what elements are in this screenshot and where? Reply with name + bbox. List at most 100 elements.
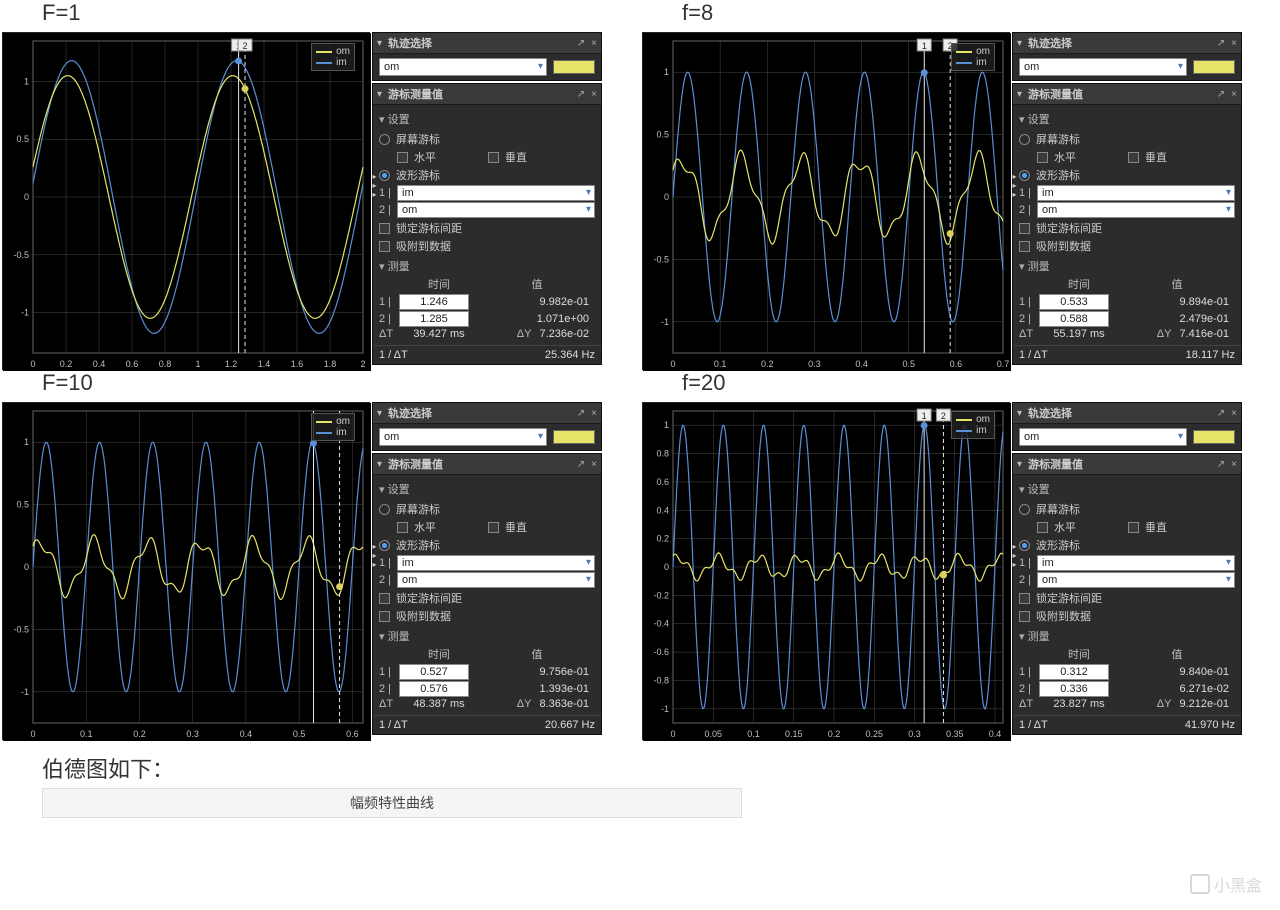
settings-subhead[interactable]: 设置 [1019, 109, 1235, 129]
close-icon[interactable]: × [1231, 459, 1237, 470]
resize-handle-icon[interactable]: ▸ ▸ ▸ [1010, 542, 1019, 568]
panel-header[interactable]: 轨迹选择 ↗ × [373, 33, 601, 54]
track-select-dropdown[interactable]: om [379, 58, 547, 76]
svg-text:2: 2 [360, 359, 365, 369]
settings-subhead[interactable]: 设置 [379, 109, 595, 129]
undock-icon[interactable]: ↗ [1217, 459, 1225, 470]
wave-cursor-radio[interactable] [379, 540, 390, 551]
panel-header[interactable]: 游标测量值 ↗ × [1013, 454, 1241, 475]
horizontal-checkbox[interactable] [397, 152, 408, 163]
track-color-swatch[interactable] [1193, 430, 1235, 444]
undock-icon[interactable]: ↗ [1217, 38, 1225, 49]
wave2-select[interactable]: om [397, 202, 595, 218]
scope-plot[interactable]: 00.050.10.150.20.250.30.350.4-1-0.8-0.6-… [642, 402, 1010, 740]
track-color-swatch[interactable] [553, 60, 595, 74]
settings-subhead[interactable]: 设置 [1019, 479, 1235, 499]
svg-text:0.4: 0.4 [240, 729, 253, 739]
dt-label: ΔT [379, 698, 399, 710]
track-select-dropdown[interactable]: om [1019, 428, 1187, 446]
time2-input[interactable]: 0.588 [1039, 311, 1109, 327]
time1-input[interactable]: 0.533 [1039, 294, 1109, 310]
lock-dist-checkbox[interactable] [1019, 223, 1030, 234]
time2-input[interactable]: 0.336 [1039, 681, 1109, 697]
wave2-select[interactable]: om [1037, 572, 1235, 588]
wave1-select[interactable]: im [397, 185, 595, 201]
horizontal-checkbox[interactable] [1037, 152, 1048, 163]
undock-icon[interactable]: ↗ [1217, 408, 1225, 419]
measure-subhead[interactable]: 测量 [1019, 256, 1235, 276]
panel-header[interactable]: 游标测量值 ↗ × [373, 454, 601, 475]
svg-text:0.5: 0.5 [656, 130, 669, 140]
svg-text:-1: -1 [21, 687, 29, 697]
close-icon[interactable]: × [591, 38, 597, 49]
panel-header[interactable]: 游标测量值 ↗ × [373, 84, 601, 105]
svg-text:0.2: 0.2 [828, 729, 841, 739]
panel-header[interactable]: 游标测量值 ↗ × [1013, 84, 1241, 105]
svg-text:0.25: 0.25 [865, 729, 883, 739]
screen-cursor-radio[interactable] [1019, 504, 1030, 515]
resize-handle-icon[interactable]: ▸ ▸ ▸ [370, 542, 379, 568]
track-color-swatch[interactable] [1193, 60, 1235, 74]
resize-handle-icon[interactable]: ▸ ▸ ▸ [370, 172, 379, 198]
snap-data-checkbox[interactable] [379, 241, 390, 252]
close-icon[interactable]: × [1231, 408, 1237, 419]
scope-plot[interactable]: 00.20.40.60.811.21.41.61.82-1-0.500.5112… [2, 32, 370, 370]
time2-input[interactable]: 1.285 [399, 311, 469, 327]
wave-cursor-radio[interactable] [1019, 170, 1030, 181]
inv-dt-value: 20.667 Hz [545, 719, 595, 731]
close-icon[interactable]: × [1231, 89, 1237, 100]
svg-text:0.4: 0.4 [93, 359, 106, 369]
wave2-select[interactable]: om [1037, 202, 1235, 218]
lock-dist-checkbox[interactable] [1019, 593, 1030, 604]
measure-subhead[interactable]: 测量 [1019, 626, 1235, 646]
svg-text:0.05: 0.05 [704, 729, 722, 739]
scope-plot[interactable]: 00.10.20.30.40.50.6-1-0.500.51 om im [2, 402, 370, 740]
undock-icon[interactable]: ↗ [577, 38, 585, 49]
time1-input[interactable]: 1.246 [399, 294, 469, 310]
snap-data-checkbox[interactable] [1019, 611, 1030, 622]
undock-icon[interactable]: ↗ [577, 89, 585, 100]
measure-subhead[interactable]: 测量 [379, 626, 595, 646]
undock-icon[interactable]: ↗ [1217, 89, 1225, 100]
time1-input[interactable]: 0.312 [1039, 664, 1109, 680]
panel-header[interactable]: 轨迹选择 ↗ × [1013, 403, 1241, 424]
vertical-checkbox[interactable] [1128, 152, 1139, 163]
cursor-meas-panel: 游标测量值 ↗ × 设置 屏幕游标 水平 垂直 [1012, 83, 1242, 365]
vertical-checkbox[interactable] [488, 522, 499, 533]
track-color-swatch[interactable] [553, 430, 595, 444]
screen-cursor-radio[interactable] [379, 134, 390, 145]
wave1-select[interactable]: im [1037, 185, 1235, 201]
screen-cursor-radio[interactable] [1019, 134, 1030, 145]
snap-data-checkbox[interactable] [379, 611, 390, 622]
undock-icon[interactable]: ↗ [577, 459, 585, 470]
wave1-select[interactable]: im [397, 555, 595, 571]
lock-dist-checkbox[interactable] [379, 223, 390, 234]
close-icon[interactable]: × [591, 408, 597, 419]
wave-cursor-radio[interactable] [379, 170, 390, 181]
vertical-checkbox[interactable] [1128, 522, 1139, 533]
track-select-dropdown[interactable]: om [1019, 58, 1187, 76]
scope-plot[interactable]: 00.10.20.30.40.50.60.7-1-0.500.5112 om i… [642, 32, 1010, 370]
cell-f10: F=10 00.10.20.30.40.50.6-1-0.500.51 om i… [0, 370, 640, 740]
wave2-select[interactable]: om [397, 572, 595, 588]
horizontal-checkbox[interactable] [1037, 522, 1048, 533]
time1-input[interactable]: 0.527 [399, 664, 469, 680]
settings-subhead[interactable]: 设置 [379, 479, 595, 499]
measure-subhead[interactable]: 测量 [379, 256, 595, 276]
resize-handle-icon[interactable]: ▸ ▸ ▸ [1010, 172, 1019, 198]
close-icon[interactable]: × [591, 89, 597, 100]
horizontal-checkbox[interactable] [397, 522, 408, 533]
screen-cursor-radio[interactable] [379, 504, 390, 515]
lock-dist-checkbox[interactable] [379, 593, 390, 604]
wave-cursor-radio[interactable] [1019, 540, 1030, 551]
vertical-checkbox[interactable] [488, 152, 499, 163]
time2-input[interactable]: 0.576 [399, 681, 469, 697]
undock-icon[interactable]: ↗ [577, 408, 585, 419]
close-icon[interactable]: × [591, 459, 597, 470]
panel-header[interactable]: 轨迹选择 ↗ × [373, 403, 601, 424]
track-select-dropdown[interactable]: om [379, 428, 547, 446]
wave1-select[interactable]: im [1037, 555, 1235, 571]
close-icon[interactable]: × [1231, 38, 1237, 49]
snap-data-checkbox[interactable] [1019, 241, 1030, 252]
panel-header[interactable]: 轨迹选择 ↗ × [1013, 33, 1241, 54]
